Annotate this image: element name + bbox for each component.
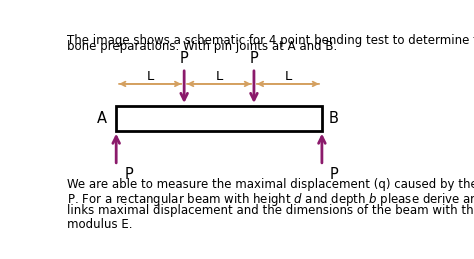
Text: links maximal displacement and the dimensions of the beam with the Young’s: links maximal displacement and the dimen… [66,204,474,217]
Text: We are able to measure the maximal displacement (q) caused by the applied load(s: We are able to measure the maximal displ… [66,178,474,191]
Text: The image shows a schematic for 4 point bending test to determine the stiffness : The image shows a schematic for 4 point … [66,34,474,47]
Text: P: P [124,167,133,182]
Text: P: P [180,51,189,66]
Text: L: L [215,70,223,83]
Text: modulus E.: modulus E. [66,218,132,231]
Text: B: B [328,111,338,126]
Text: L: L [146,70,154,83]
Text: P: P [330,167,339,182]
Text: P. For a rectangular beam with height $d$ and depth $b$ please derive an equatio: P. For a rectangular beam with height $d… [66,191,474,208]
Bar [116,106,322,131]
Text: bone preparations. With pin joints at A and B.: bone preparations. With pin joints at A … [66,40,337,53]
Text: L: L [284,70,292,83]
Text: A: A [97,111,107,126]
Text: P: P [250,51,258,66]
